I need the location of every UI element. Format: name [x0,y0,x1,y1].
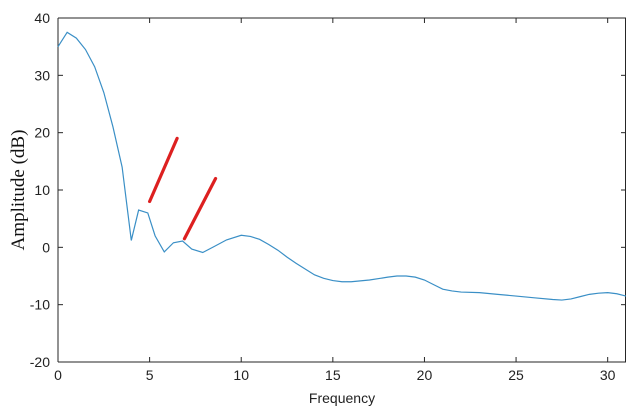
axes [57,17,626,363]
y-axis-label: Amplitude (dB) [8,130,29,251]
y-tick-label: 0 [42,239,50,255]
y-tick-label: -10 [30,297,50,313]
ticks: 0 5 10 15 20 25 30 -20 -10 0 10 20 30 40 [30,10,626,383]
red-annotation-stroke [148,136,179,204]
x-tick-label: 0 [54,367,62,383]
x-axis-label: Frequency [309,390,375,406]
x-tick-label: 10 [233,367,249,383]
y-tick-label: 30 [34,67,50,83]
red-annotation-stroke [182,176,218,241]
x-tick-label: 5 [146,367,154,383]
x-tick-label: 25 [508,367,524,383]
y-tick-label: -20 [30,354,50,370]
y-tick-label: 20 [34,125,50,141]
x-tick-label: 20 [417,367,433,383]
annotations [148,136,218,241]
amplitude-series-line [57,31,626,301]
y-tick-label: 10 [34,182,50,198]
y-tick-label: 40 [34,10,50,26]
x-tick-label: 15 [325,367,341,383]
x-tick-label: 30 [600,367,616,383]
